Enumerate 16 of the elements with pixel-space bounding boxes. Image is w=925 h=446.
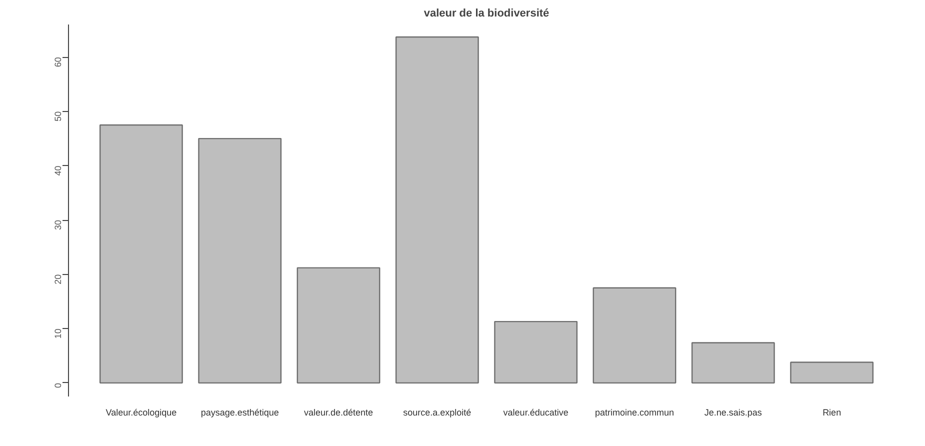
y-tick-label: 40 bbox=[53, 166, 63, 176]
y-tick-label: 60 bbox=[53, 57, 63, 68]
y-tick-label: 10 bbox=[53, 328, 63, 339]
x-tick-label: Je.ne.sais.pas bbox=[704, 408, 762, 418]
x-tick-label: paysage.esthétique bbox=[200, 408, 279, 418]
x-tick-label: valeur.éducative bbox=[503, 408, 568, 418]
x-tick-label: Valeur.écologique bbox=[106, 408, 177, 418]
y-tick-label: 0 bbox=[53, 382, 63, 388]
chart-title: valeur de la biodiversité bbox=[424, 8, 550, 20]
x-tick-label: patrimoine.commun bbox=[594, 408, 674, 418]
y-tick-label: 20 bbox=[53, 274, 63, 284]
x-tick-label: valeur.de.détente bbox=[304, 408, 374, 418]
y-tick-label: 30 bbox=[53, 220, 63, 230]
y-tick-label: 50 bbox=[53, 111, 63, 122]
x-tick-label: Rien bbox=[822, 408, 842, 418]
x-tick-label: source.a.exploité bbox=[403, 408, 472, 418]
